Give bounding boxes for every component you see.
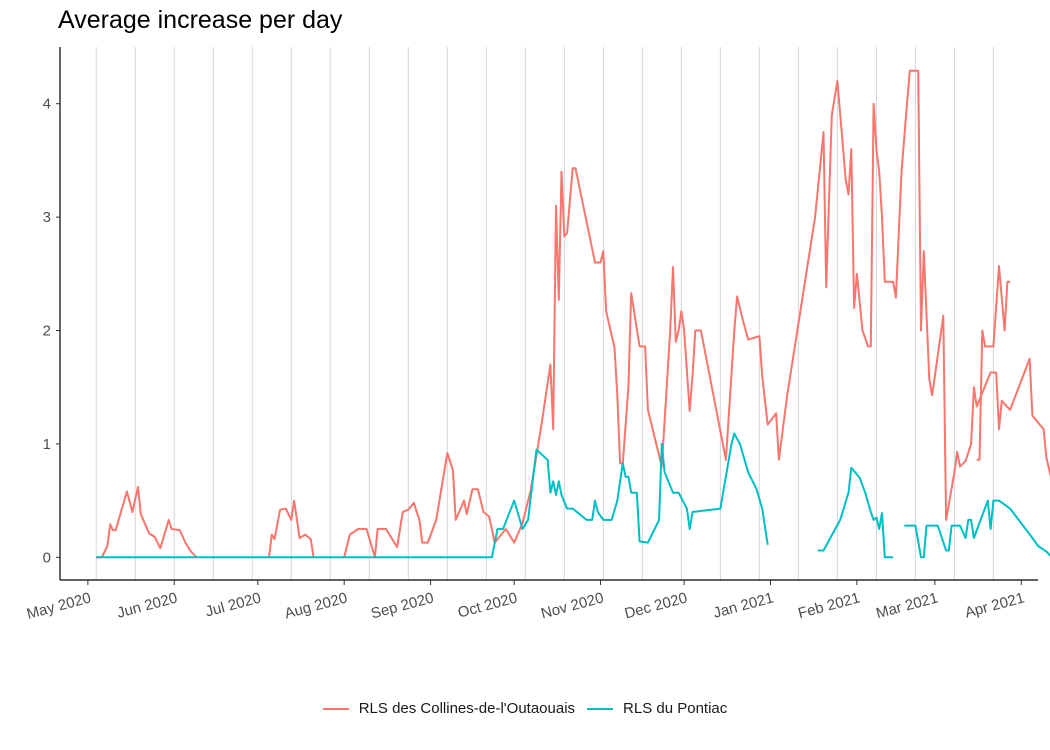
chart-title: Average increase per day bbox=[58, 6, 343, 34]
legend-item-pontiac: RLS du Pontiac bbox=[587, 700, 727, 717]
series-0-line-segment-0 bbox=[96, 486, 198, 559]
series-1-line-segment-0 bbox=[96, 432, 769, 559]
axes: 0 1 2 3 4 May 2020 Jun 2020 Jul 2020 Aug 2020 Sep… bbox=[25, 47, 1038, 623]
legend-item-collines: RLS des Collines-de-l'Outaouais bbox=[322, 700, 576, 717]
x-tick-label-1: Jun 2020 bbox=[115, 589, 179, 621]
series-1-line-segment-1 bbox=[817, 466, 894, 559]
legend-label-pontiac: RLS du Pontiac bbox=[623, 700, 728, 717]
series-0-line-segment-1 bbox=[268, 499, 315, 558]
x-tick-label-10: Mar 2021 bbox=[874, 589, 940, 622]
legend: RLS des Collines-de-l'Outaouais RLS du P… bbox=[0, 700, 1050, 717]
x-tick-label-0: May 2020 bbox=[25, 589, 93, 622]
y-tick-label-2: 2 bbox=[43, 323, 51, 340]
legend-label-collines: RLS des Collines-de-l'Outaouais bbox=[358, 700, 576, 717]
x-tick-label-8: Jan 2021 bbox=[712, 589, 776, 621]
x-tick-label-5: Oct 2020 bbox=[456, 589, 519, 621]
x-tick-label-7: Dec 2020 bbox=[623, 589, 689, 622]
legend-key-pontiac bbox=[587, 707, 614, 710]
series-lines bbox=[96, 69, 1050, 559]
x-tick-label-2: Jul 2020 bbox=[204, 589, 263, 620]
x-tick-label-4: Sep 2020 bbox=[369, 589, 435, 622]
series-1-line-segment-2 bbox=[904, 499, 1050, 559]
line-chart: 0 1 2 3 4 May 2020 Jun 2020 Jul 2020 Aug 2020 Sep… bbox=[25, 47, 1050, 623]
grid-lines bbox=[95, 47, 994, 580]
y-tick-label-4: 4 bbox=[43, 96, 51, 113]
y-tick-label-1: 1 bbox=[43, 436, 51, 453]
x-tick-label-11: Apr 2021 bbox=[963, 589, 1026, 621]
series-0-line-segment-2 bbox=[343, 69, 1050, 559]
y-tick-label-3: 3 bbox=[43, 209, 51, 226]
legend-key-collines bbox=[322, 707, 349, 710]
y-tick-label-0: 0 bbox=[43, 549, 51, 566]
x-tick-label-9: Feb 2021 bbox=[796, 589, 862, 622]
x-tick-label-6: Nov 2020 bbox=[539, 589, 605, 622]
x-tick-label-3: Aug 2020 bbox=[283, 589, 349, 622]
series-0-line-segment-3 bbox=[976, 264, 1011, 461]
